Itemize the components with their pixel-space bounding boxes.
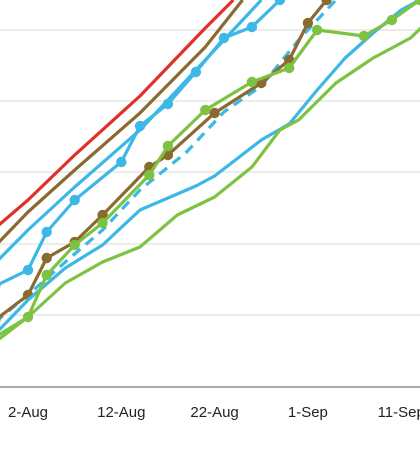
series-8-point-5	[97, 217, 108, 229]
series-4-point-9	[218, 32, 230, 44]
series-1-line	[0, 0, 235, 227]
series-6-point-11	[302, 17, 314, 29]
series-4-point-10	[246, 21, 258, 33]
series-8-point-14	[414, 0, 420, 6]
series-6-point-12	[321, 0, 332, 6]
series-2-line	[0, 0, 244, 244]
x-tick-labels: 2-Aug 12-Aug 22-Aug 1-Sep 11-Sep	[8, 404, 420, 421]
x-tick-label: 1-Sep	[288, 404, 328, 421]
series-6-point-5	[97, 209, 108, 221]
series-8-line	[0, 0, 420, 337]
series-4-point-6	[134, 120, 146, 132]
series-8-point-9	[246, 76, 258, 88]
x-tick-label: 2-Aug	[8, 404, 48, 421]
series-8-point-13	[386, 14, 398, 26]
series-5-line	[0, 0, 338, 321]
series-4-point-4	[69, 194, 80, 206]
series-4-point-8	[190, 66, 202, 78]
series-4-point-11	[274, 0, 286, 6]
series-4-point-3	[41, 226, 52, 238]
series-8-point-10	[284, 62, 295, 74]
series-1	[0, 0, 235, 227]
series-4	[0, 0, 286, 289]
series-8-point-12	[358, 30, 370, 42]
series-2	[0, 0, 244, 244]
series-8-point-6	[144, 169, 155, 181]
series-8-point-8	[200, 104, 211, 116]
x-tick-label: 11-Sep	[378, 404, 420, 421]
series-4-point-7	[162, 98, 174, 110]
series-4-point-5	[116, 156, 127, 168]
series-layer	[0, 0, 420, 341]
series-8	[0, 0, 420, 340]
series-6-point-1	[0, 317, 1, 323]
series-8-point-11	[312, 24, 323, 36]
series-4-point-2	[22, 264, 34, 276]
series-4-point-1	[0, 283, 1, 289]
x-tick-label: 22-Aug	[190, 404, 238, 421]
series-5	[0, 0, 338, 321]
series-9	[0, 26, 420, 341]
series-8-point-4	[69, 239, 80, 251]
series-6-point-8	[209, 107, 220, 119]
gridlines	[0, 29, 420, 316]
series-9-line	[0, 26, 420, 341]
x-tick-label: 12-Aug	[97, 404, 145, 421]
series-8-point-3	[41, 269, 52, 281]
series-4-line	[0, 0, 282, 286]
series-8-point-7	[162, 140, 174, 152]
series-6-point-3	[41, 252, 52, 264]
